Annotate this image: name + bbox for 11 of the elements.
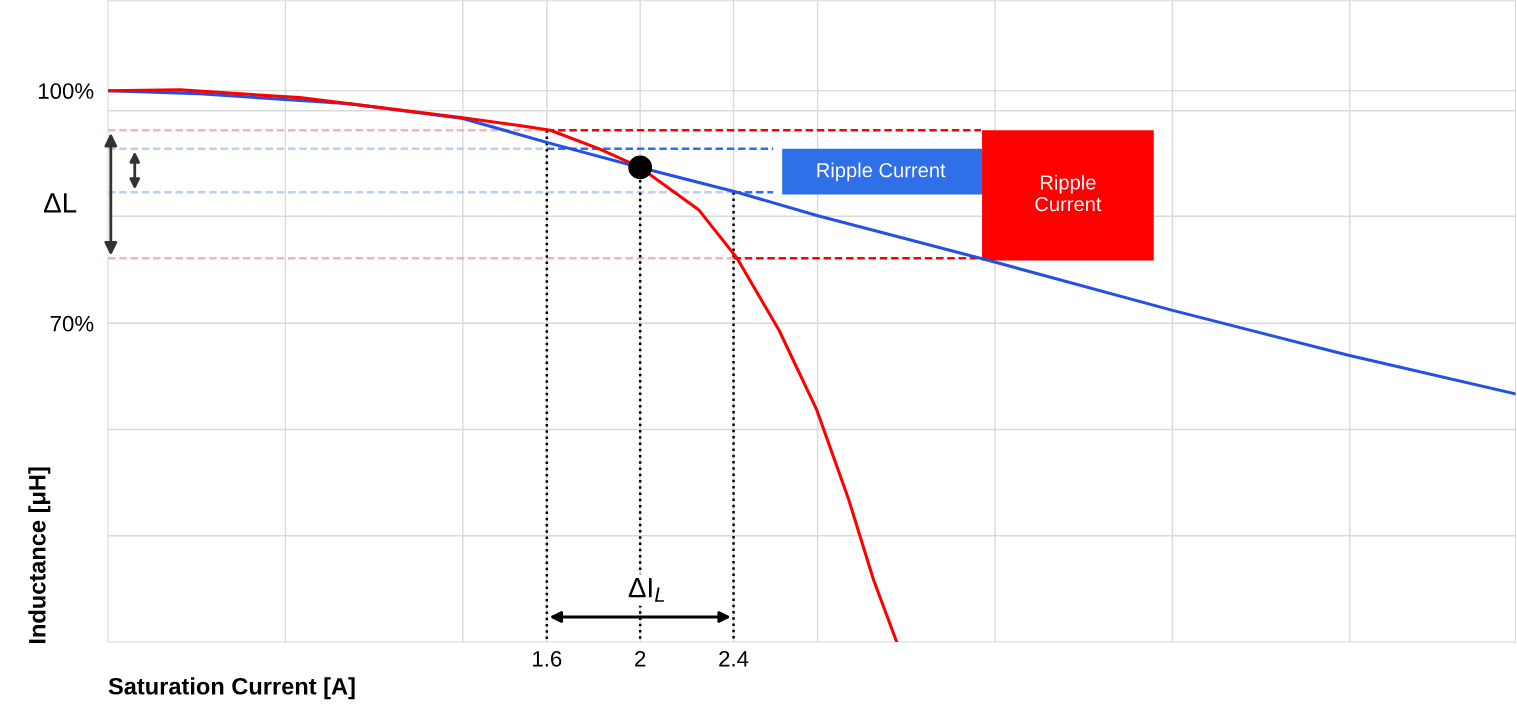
- x-axis-title: Saturation Current [A]: [108, 677, 355, 700]
- annotation: Ripple Current: [1035, 174, 1102, 212]
- annotation: Ripple Current: [817, 162, 946, 182]
- y-tick-label: 70%: [50, 315, 94, 332]
- x-tick-label: 2: [635, 650, 646, 667]
- annotation: ΔI$_{L}$: [628, 578, 665, 602]
- x-tick-label: 1.6: [533, 650, 562, 667]
- y-axis-title: Inductance [μH]: [28, 467, 51, 644]
- text: ΔL: [43, 193, 77, 213]
- x-tick-label: 2.4: [719, 650, 749, 667]
- y-tick-label: 100%: [38, 83, 94, 99]
